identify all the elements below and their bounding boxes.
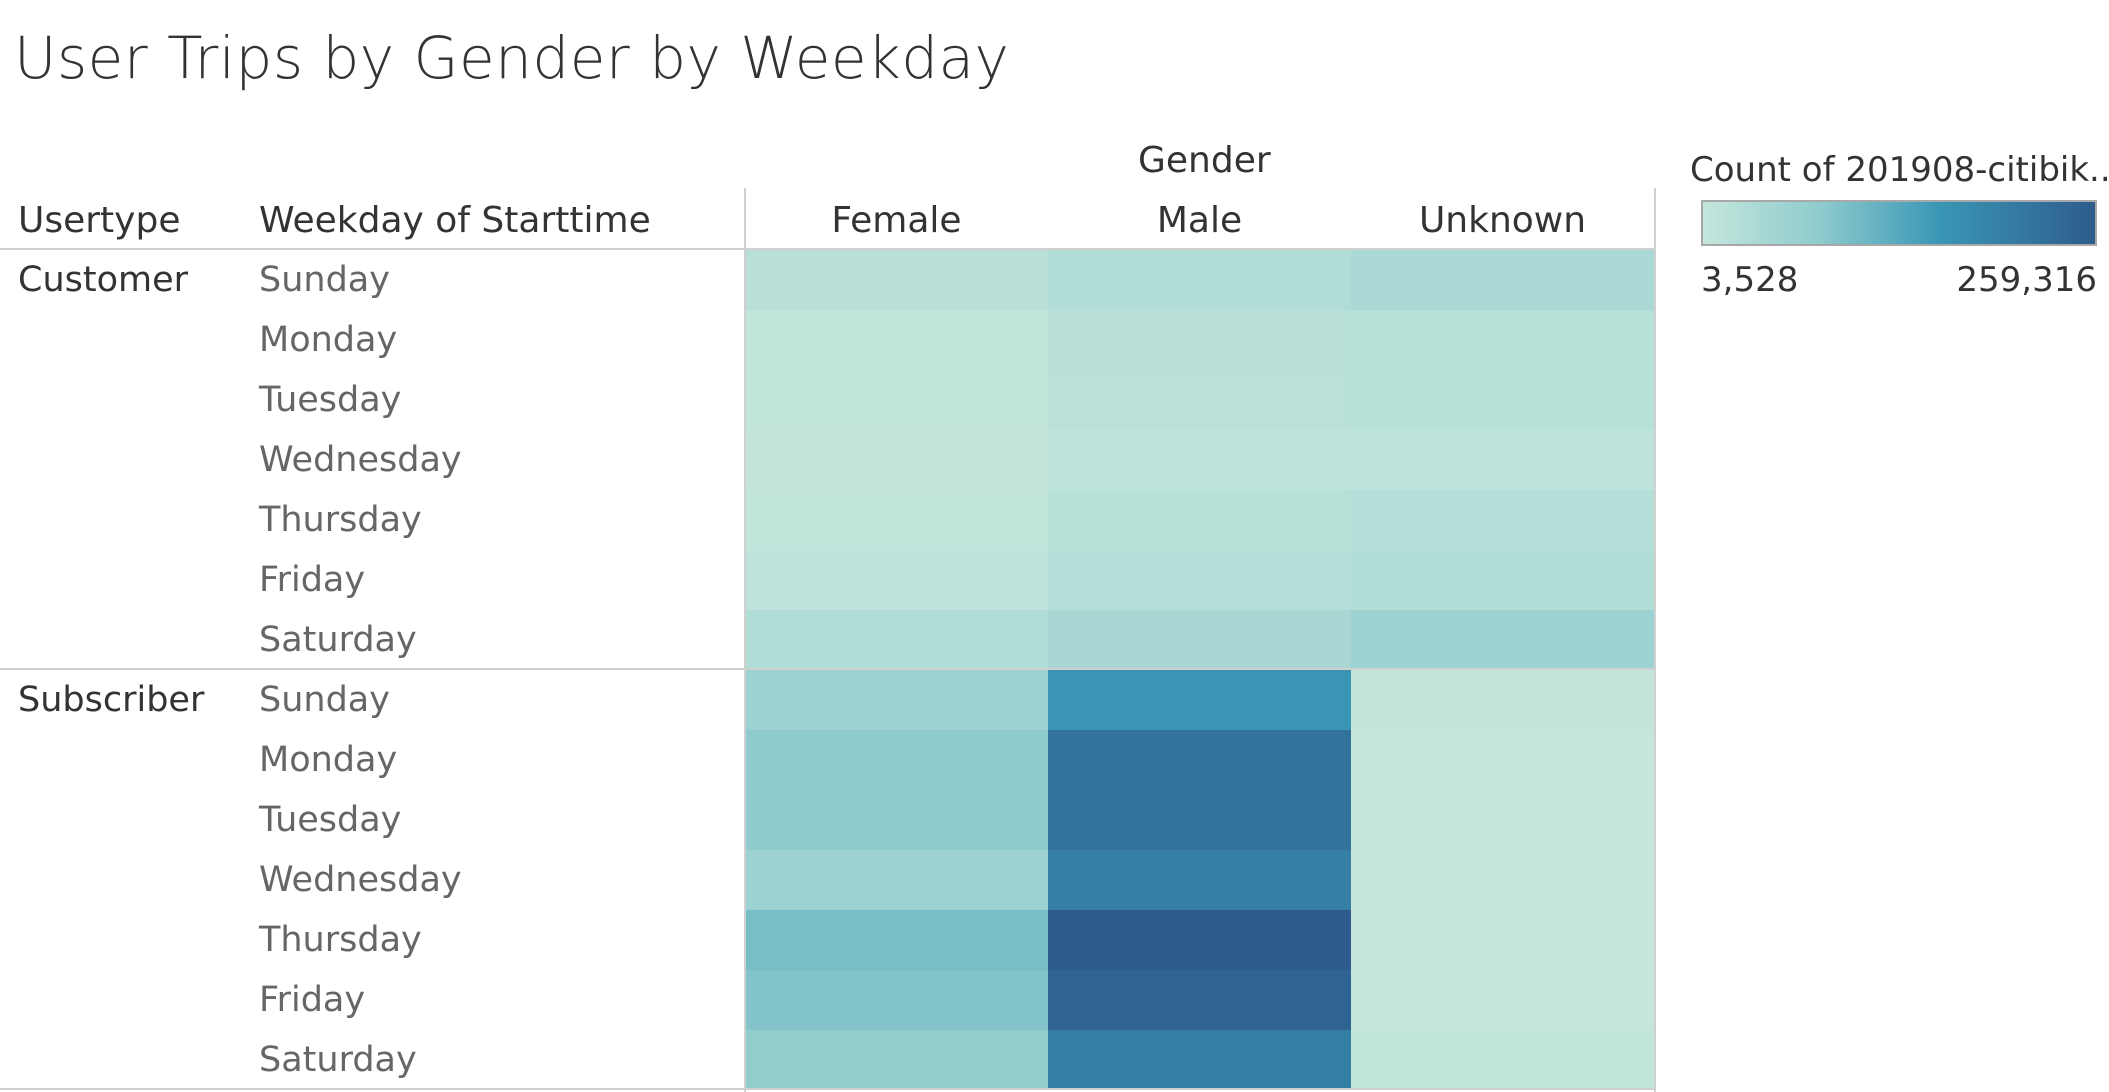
heatmap-cell-customer-saturday-female[interactable]: [745, 610, 1048, 670]
heatmap-cell-customer-tuesday-female[interactable]: [745, 370, 1048, 430]
heatmap-cell-customer-wednesday-female[interactable]: [745, 430, 1048, 490]
heatmap-cell-subscriber-sunday-female[interactable]: [745, 670, 1048, 730]
weekday-label: Saturday: [259, 1040, 417, 1080]
weekday-label: Wednesday: [259, 440, 462, 480]
heatmap-cell-subscriber-friday-male[interactable]: [1048, 970, 1351, 1030]
heatmap-cell-subscriber-thursday-female[interactable]: [745, 910, 1048, 970]
column-header-female: Female: [831, 200, 962, 241]
heatmap-cell-customer-friday-unknown[interactable]: [1351, 550, 1654, 610]
usertype-label-customer: Customer: [18, 260, 189, 300]
chart-title: User Trips by Gender by Weekday: [14, 24, 1010, 92]
heatmap-cell-customer-thursday-female[interactable]: [745, 490, 1048, 550]
weekday-label: Wednesday: [259, 860, 462, 900]
heatmap-cell-subscriber-tuesday-unknown[interactable]: [1351, 790, 1654, 850]
heatmap-cell-customer-saturday-unknown[interactable]: [1351, 610, 1654, 670]
heatmap-cell-customer-tuesday-unknown[interactable]: [1351, 370, 1654, 430]
weekday-label: Tuesday: [259, 380, 402, 420]
usertype-header: Usertype: [18, 200, 181, 241]
heatmap-cell-subscriber-monday-male[interactable]: [1048, 730, 1351, 790]
heatmap-cell-customer-tuesday-male[interactable]: [1048, 370, 1351, 430]
heatmap-cell-customer-sunday-male[interactable]: [1048, 250, 1351, 310]
weekday-label: Friday: [259, 980, 366, 1020]
weekday-header: Weekday of Starttime: [259, 200, 651, 241]
heatmap-cell-subscriber-saturday-female[interactable]: [745, 1030, 1048, 1090]
heatmap-cell-subscriber-thursday-unknown[interactable]: [1351, 910, 1654, 970]
weekday-label: Sunday: [259, 680, 390, 720]
heatmap-cell-subscriber-sunday-unknown[interactable]: [1351, 670, 1654, 730]
weekday-label: Thursday: [259, 500, 422, 540]
weekday-label: Sunday: [259, 260, 390, 300]
heatmap-cell-subscriber-sunday-male[interactable]: [1048, 670, 1351, 730]
heatmap-cell-customer-wednesday-male[interactable]: [1048, 430, 1351, 490]
weekday-label: Thursday: [259, 920, 422, 960]
weekday-label: Monday: [259, 740, 398, 780]
heatmap-cell-customer-thursday-male[interactable]: [1048, 490, 1351, 550]
weekday-label: Friday: [259, 560, 366, 600]
weekday-label: Saturday: [259, 620, 417, 660]
heatmap-cell-subscriber-wednesday-unknown[interactable]: [1351, 850, 1654, 910]
heatmap-cell-customer-sunday-female[interactable]: [745, 250, 1048, 310]
column-header-unknown: Unknown: [1418, 200, 1587, 241]
legend-min-label: 3,528: [1701, 260, 1799, 300]
heatmap-cell-customer-sunday-unknown[interactable]: [1351, 250, 1654, 310]
heatmap-cell-subscriber-saturday-unknown[interactable]: [1351, 1030, 1654, 1090]
heatmap-cell-subscriber-thursday-male[interactable]: [1048, 910, 1351, 970]
legend-color-bar: [1701, 200, 2097, 246]
heatmap-cell-subscriber-wednesday-female[interactable]: [745, 850, 1048, 910]
heatmap-cell-customer-friday-female[interactable]: [745, 550, 1048, 610]
heatmap-cell-subscriber-friday-unknown[interactable]: [1351, 970, 1654, 1030]
weekday-label: Tuesday: [259, 800, 402, 840]
heatmap-cell-customer-monday-unknown[interactable]: [1351, 310, 1654, 370]
heatmap-cell-subscriber-tuesday-female[interactable]: [745, 790, 1048, 850]
legend-title: Count of 201908-citibik..: [1690, 150, 2109, 190]
header-bottom-line: [0, 248, 1656, 250]
right-border: [1654, 188, 1656, 1092]
heatmap-cell-customer-saturday-male[interactable]: [1048, 610, 1351, 670]
heatmap-cell-customer-wednesday-unknown[interactable]: [1351, 430, 1654, 490]
heatmap-cell-subscriber-saturday-male[interactable]: [1048, 1030, 1351, 1090]
weekday-label: Monday: [259, 320, 398, 360]
heatmap-cell-subscriber-friday-female[interactable]: [745, 970, 1048, 1030]
heatmap-cell-subscriber-tuesday-male[interactable]: [1048, 790, 1351, 850]
heatmap-cell-customer-friday-male[interactable]: [1048, 550, 1351, 610]
legend-max-label: 259,316: [1956, 260, 2097, 300]
heatmap-cell-subscriber-monday-female[interactable]: [745, 730, 1048, 790]
column-group-header: Gender: [1138, 140, 1271, 181]
column-header-male: Male: [1156, 200, 1243, 241]
heatmap-cell-customer-monday-male[interactable]: [1048, 310, 1351, 370]
heatmap-cell-customer-thursday-unknown[interactable]: [1351, 490, 1654, 550]
heatmap-cell-subscriber-wednesday-male[interactable]: [1048, 850, 1351, 910]
bottom-line: [0, 1088, 1656, 1090]
group-divider-line: [0, 668, 1656, 670]
usertype-label-subscriber: Subscriber: [18, 680, 205, 720]
header-divider-vertical: [744, 188, 746, 1092]
heatmap-cell-subscriber-monday-unknown[interactable]: [1351, 730, 1654, 790]
heatmap-cell-customer-monday-female[interactable]: [745, 310, 1048, 370]
